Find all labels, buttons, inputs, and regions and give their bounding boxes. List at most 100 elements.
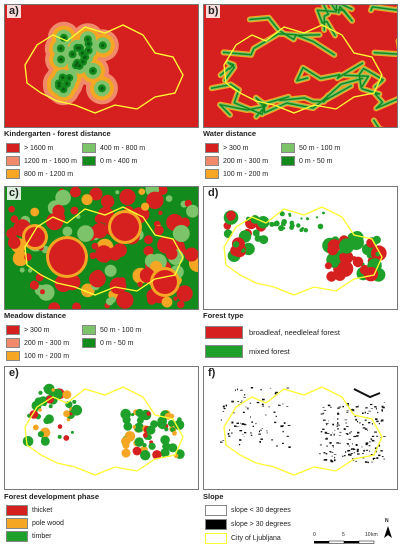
- steep-slope-area: [353, 452, 356, 454]
- steep-slope-area: [354, 416, 357, 418]
- meadow-distance-patch: [94, 214, 104, 224]
- steep-slope-area: [342, 405, 344, 408]
- steep-slope-area: [258, 433, 261, 435]
- steep-slope-area: [367, 461, 369, 464]
- steep-slope-area: [364, 411, 366, 414]
- steep-slope-area: [239, 439, 242, 441]
- legend-swatch: [82, 143, 96, 153]
- meadow-distance-patch: [62, 226, 73, 237]
- steep-slope-area: [332, 452, 334, 454]
- steep-slope-area: [326, 437, 328, 439]
- legend-title-e: Forest development phase: [4, 492, 100, 501]
- steep-slope-area: [282, 425, 284, 427]
- steep-slope-area: [286, 435, 289, 437]
- steep-slope-area: [323, 459, 325, 461]
- kindergarten-point: [67, 76, 71, 80]
- legend-swatch: [6, 531, 28, 542]
- legend-swatch: [205, 156, 219, 166]
- legend-swatch: [6, 351, 20, 361]
- legend-title-d: Forest type: [203, 311, 244, 320]
- steep-slope-area: [227, 433, 230, 435]
- steep-slope-area: [362, 457, 365, 459]
- steep-slope-area: [322, 407, 325, 408]
- forest-patch: [282, 227, 286, 230]
- forest-phase-patch: [62, 390, 72, 400]
- steep-slope-area: [344, 419, 348, 421]
- legend-item: 100 m - 200 m: [205, 169, 268, 179]
- legend-label: slope > 30 degrees: [231, 521, 291, 528]
- forest-phase-patch: [174, 419, 185, 430]
- steep-slope-area: [231, 432, 233, 434]
- forest-phase-patch: [146, 434, 152, 441]
- steep-slope-area: [342, 455, 344, 457]
- legend-item: 400 m - 800 m: [82, 143, 145, 153]
- steep-slope-area: [319, 453, 321, 455]
- legend-swatch: [6, 169, 20, 179]
- legend-item: 50 m - 100 m: [281, 143, 340, 153]
- meadow-distance-patch: [89, 187, 103, 201]
- forest-phase-patch: [162, 443, 168, 450]
- legend-swatch: [6, 143, 20, 153]
- forest-phase-patch: [22, 436, 34, 447]
- meadow-distance-patch: [184, 199, 192, 207]
- kindergarten-point: [80, 51, 84, 55]
- meadow-distance-patch: [8, 227, 19, 237]
- meadow-distance-patch: [25, 227, 45, 247]
- steep-slope-area: [322, 428, 325, 430]
- legend-label: 400 m - 800 m: [100, 144, 146, 152]
- steep-slope-area: [362, 453, 364, 455]
- legend-item: > 1600 m: [6, 143, 53, 153]
- legend-label: mixed forest: [249, 347, 290, 356]
- forest-phase-patch: [57, 424, 63, 429]
- steep-slope-area: [371, 461, 373, 463]
- legend-swatch: [281, 143, 295, 153]
- water-buffer: [296, 62, 364, 82]
- city-boundary: [24, 206, 184, 296]
- water-buffer: [279, 85, 352, 103]
- steep-slope-area: [282, 430, 284, 433]
- forest-phase-patch: [51, 388, 55, 392]
- forest-phase-patch: [164, 427, 169, 432]
- forest-patch: [283, 223, 286, 227]
- forest-phase-patch: [167, 420, 175, 427]
- meadow-distance-patch: [154, 225, 164, 236]
- water-buffer: [331, 5, 353, 22]
- forest-phase-patch: [146, 411, 151, 416]
- forest-phase-patch: [134, 422, 144, 433]
- kindergarten-point: [81, 60, 85, 64]
- legend-label: thicket: [32, 507, 53, 514]
- steep-slope-area: [366, 430, 368, 431]
- steep-slope-area: [334, 430, 336, 431]
- steep-slope-area: [356, 421, 359, 423]
- steep-slope-area: [280, 425, 284, 428]
- steep-slope-area: [334, 459, 336, 462]
- forest-patch: [363, 267, 379, 282]
- forest-patch: [300, 217, 303, 220]
- legend-item: 0 m - 400 m: [82, 156, 137, 166]
- steep-slope-area: [252, 425, 254, 428]
- steep-slope-area: [343, 428, 346, 430]
- forest-phase-patch: [131, 413, 135, 417]
- steep-slope-area: [357, 453, 360, 455]
- steep-slope-area: [262, 398, 265, 401]
- water-distance-map: [204, 5, 397, 127]
- steep-slope-area: [330, 460, 334, 463]
- meadow-distance-patch: [30, 207, 40, 217]
- steep-slope-area: [350, 431, 352, 433]
- legend-item: City of Ljubljana: [205, 533, 281, 544]
- forest-phase-patch: [48, 404, 53, 409]
- kindergarten-point: [65, 82, 69, 86]
- map-panel-a: a): [4, 4, 199, 128]
- steep-slope-area: [382, 406, 385, 409]
- kindergarten-point: [83, 55, 87, 59]
- steep-slope-area: [328, 420, 329, 422]
- forest-phase-patch: [172, 430, 177, 436]
- steep-slope-area: [356, 450, 359, 453]
- steep-slope-area: [338, 424, 340, 426]
- steep-slope-area: [259, 441, 261, 443]
- steep-slope-area: [364, 428, 368, 430]
- steep-slope-area: [372, 457, 376, 459]
- meadow-distance-patch: [116, 291, 134, 309]
- meadow-distance-patch: [100, 253, 110, 263]
- kindergarten-point: [76, 46, 81, 50]
